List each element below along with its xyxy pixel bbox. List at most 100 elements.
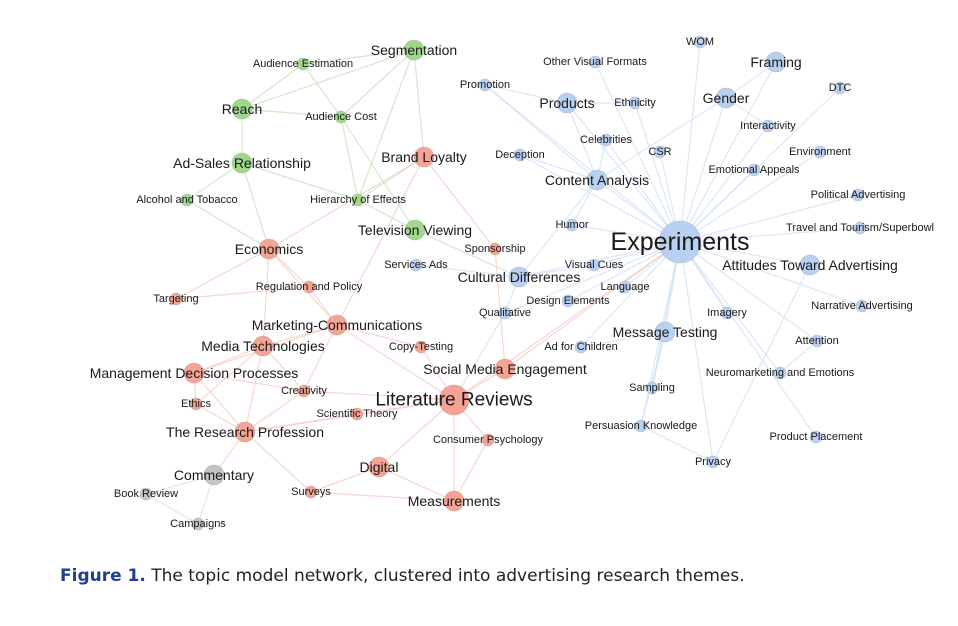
node-gender [715, 87, 737, 109]
edge-experiments-political-advertising [679, 194, 859, 243]
edge-ad-sales-relationship-economics [241, 162, 270, 250]
node-product-placement [809, 430, 823, 444]
node-label-audience-cost: Audience Cost [305, 111, 377, 123]
node-label-neuromarketing-and-emotions: Neuromarketing and Emotions [706, 367, 855, 379]
edge-economics-media-technologies [262, 248, 270, 347]
edge-persuasion-knowledge-privacy [640, 425, 714, 463]
node-label-message-testing: Message Testing [613, 324, 718, 340]
node-humor [565, 218, 579, 232]
node-commentary [203, 464, 225, 486]
figure-caption-text: The topic model network, clustered into … [151, 566, 745, 586]
edge-segmentation-hierarchy-of-effects [357, 49, 415, 201]
node-label-cultural-differences: Cultural Differences [458, 269, 581, 285]
node-label-attention: Attention [795, 335, 838, 347]
node-surveys [304, 485, 318, 499]
edge-book-review-campaigns [145, 493, 199, 525]
edge-digital-measurements [378, 466, 455, 502]
figure-caption-label: Figure 1. [60, 566, 146, 586]
edge-brand-loyalty-sponsorship [423, 156, 496, 250]
node-label-campaigns: Campaigns [170, 518, 226, 530]
edge-experiments-attitudes-toward-advertising [679, 241, 811, 266]
node-hierarchy-of-effects [351, 193, 365, 207]
node-csr [653, 145, 667, 159]
node-visual-cues [587, 258, 601, 272]
edge-alcohol-and-tobacco-economics [186, 199, 270, 250]
node-copy-testing [414, 340, 428, 354]
node-label-qualitative: Qualitative [479, 307, 531, 319]
node-label-deception: Deception [495, 149, 545, 161]
node-television-viewing [404, 219, 426, 241]
figure-caption: Figure 1. The topic model network, clust… [60, 566, 920, 586]
node-experiments [658, 220, 702, 264]
node-label-travel-and-tourism-superbowl: Travel and Tourism/Superbowl [786, 222, 934, 234]
node-label-privacy: Privacy [695, 456, 732, 468]
node-attitudes-toward-advertising [799, 254, 821, 276]
edge-experiments-qualitative [504, 241, 681, 314]
edge-cultural-differences-services-ads [415, 264, 520, 278]
node-targeting [169, 292, 183, 306]
edge-experiments-design-elements [567, 241, 681, 302]
node-celebrities [599, 133, 613, 147]
edge-literature-reviews-digital [378, 399, 455, 468]
node-persuasion-knowledge [634, 419, 648, 433]
edge-attitudes-toward-advertising-privacy [712, 264, 811, 463]
node-label-interactivity: Interactivity [740, 120, 796, 132]
node-management-decision-processes [183, 362, 205, 384]
node-label-measurements: Measurements [408, 493, 501, 509]
node-label-content-analysis: Content Analysis [545, 172, 649, 188]
edge-audience-estimation-reach [241, 63, 304, 110]
edge-measurements-surveys [310, 491, 455, 502]
node-label-economics: Economics [235, 241, 303, 257]
node-label-digital: Digital [360, 459, 399, 475]
node-label-environment: Environment [789, 146, 851, 158]
node-label-sponsorship: Sponsorship [464, 243, 525, 255]
edge-social-media-engagement-experiments [504, 241, 681, 370]
node-dtc [833, 81, 847, 95]
edge-experiments-wom [679, 41, 701, 243]
edge-experiments-products [566, 102, 681, 243]
edge-audience-cost-television-viewing [340, 116, 416, 231]
node-label-audience-estimation: Audience Estimation [253, 58, 353, 70]
node-framing [765, 51, 787, 73]
node-label-csr: CSR [648, 146, 671, 158]
node-label-other-visual-formats: Other Visual Formats [543, 56, 647, 68]
edge-experiments-cultural-differences [518, 241, 681, 278]
node-consumer-psychology [481, 433, 495, 447]
edge-experiments-travel-and-tourism-superbowl [679, 227, 861, 243]
node-literature-reviews [438, 384, 470, 416]
edge-experiments-attention [679, 241, 818, 342]
node-services-ads [409, 258, 423, 272]
edge-brand-loyalty-marketing-communications [336, 156, 425, 326]
edge-message-testing-persuasion-knowledge [640, 331, 666, 427]
node-brand-loyalty [413, 146, 435, 168]
edge-content-analysis-promotion [484, 84, 598, 181]
node-label-persuasion-knowledge: Persuasion Knowledge [585, 420, 698, 432]
edge-experiments-interactivity [679, 125, 769, 243]
node-label-attitudes-toward-advertising: Attitudes Toward Advertising [722, 257, 898, 273]
edge-economics-targeting [175, 248, 270, 300]
node-label-regulation-and-policy: Regulation and Policy [256, 281, 363, 293]
topic-network-diagram: Segmentation Audience Estimation Reach Audi… [90, 35, 934, 531]
node-message-testing [654, 321, 676, 343]
node-reach [231, 98, 253, 120]
node-social-media-engagement [494, 358, 516, 380]
edge-experiments-ad-for-children [580, 241, 681, 348]
node-label-commentary: Commentary [174, 467, 254, 483]
edge-creativity-the-research-profession [244, 390, 305, 433]
edge-experiments-narrative-advertising [679, 241, 863, 307]
node-label-imagery: Imagery [707, 307, 747, 319]
edge-literature-reviews-experiments [453, 241, 681, 401]
node-label-language: Language [601, 281, 650, 293]
node-label-gender: Gender [703, 90, 750, 106]
node-audience-estimation [296, 57, 310, 71]
node-label-humor: Humor [555, 219, 588, 231]
node-label-copy-testing: Copy-Testing [389, 341, 453, 353]
edge-products-promotion [484, 84, 568, 104]
node-creativity [297, 384, 311, 398]
node-book-review [139, 487, 153, 501]
node-label-political-advertising: Political Advertising [811, 189, 906, 201]
edge-framing-gender [725, 61, 777, 99]
node-the-research-profession [234, 421, 256, 443]
edge-experiments-privacy [679, 241, 714, 463]
edge-audience-cost-hierarchy-of-effects [340, 116, 359, 201]
